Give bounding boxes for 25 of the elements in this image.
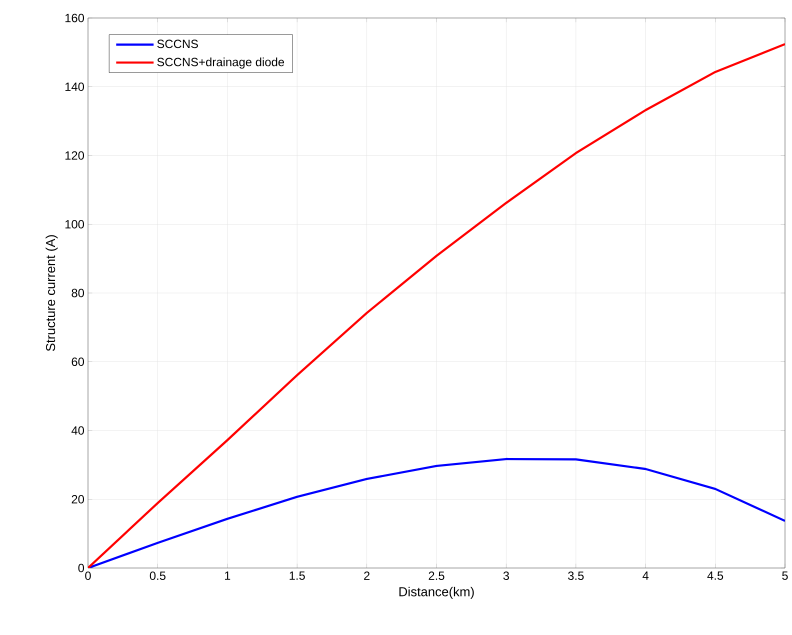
x-tick-label: 1.5 (290, 572, 305, 580)
x-tick-label: 3 (503, 572, 509, 580)
x-tick-label: 2.5 (428, 572, 444, 580)
x-tick-label: 2 (364, 572, 370, 580)
y-tick-label: 100 (65, 220, 84, 228)
y-tick-label: 0 (78, 564, 84, 572)
x-tick-label: 1 (224, 572, 230, 580)
legend-label: SCCNS+drainage diode (157, 57, 284, 69)
x-tick-label: 0 (85, 572, 91, 580)
y-tick-label: 40 (71, 426, 84, 435)
y-tick-label: 160 (65, 14, 84, 22)
y-tick-label: 140 (65, 82, 84, 91)
y-tick-label: 120 (65, 151, 84, 160)
x-tick-label: 4 (642, 572, 649, 580)
x-tick-label: 5 (782, 572, 788, 580)
x-axis-title: Distance(km) (399, 586, 474, 599)
x-tick-label: 0.5 (150, 572, 166, 580)
y-tick-label: 80 (72, 288, 84, 298)
legend-label: SCCNS (157, 40, 198, 48)
y-axis-title: Structure current (A) (46, 235, 58, 352)
y-tick-label: 60 (72, 358, 84, 366)
x-tick-label: 4.5 (707, 572, 724, 580)
line-series (88, 458, 786, 568)
x-tick-label: 3.5 (568, 572, 584, 580)
y-tick-label: 20 (72, 495, 84, 504)
